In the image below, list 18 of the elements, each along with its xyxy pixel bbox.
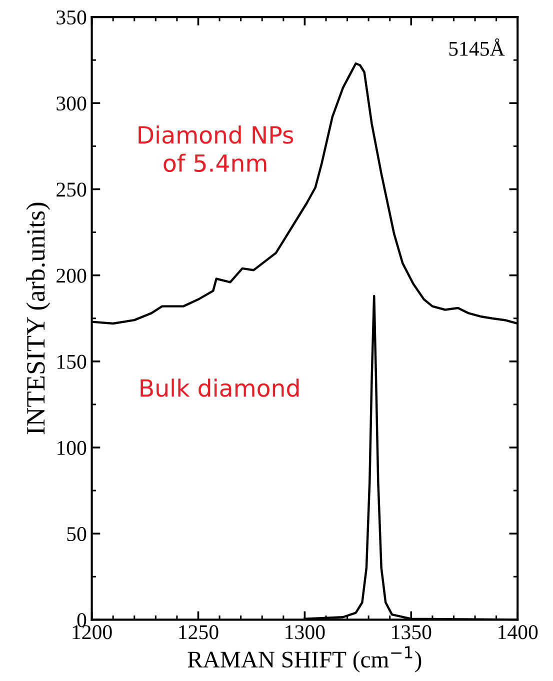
y-tick-label: 0 — [77, 613, 86, 628]
y-tick-label: 300 — [56, 96, 86, 111]
annotation: Bulk diamond — [140, 378, 299, 397]
y-tick-label: 250 — [56, 182, 86, 197]
annotation: Diamond NPs of 5.4nm — [138, 126, 294, 172]
x-tick-label: 1250 — [179, 625, 218, 640]
y-tick-label: 200 — [56, 268, 86, 283]
x-tick-label: 1400 — [498, 625, 538, 640]
y-axis-title: INTESITY (arb.units) — [26, 202, 50, 434]
y-tick-label: 150 — [58, 354, 86, 369]
x-tick-label: 1300 — [286, 625, 325, 640]
x-tick-label: 1350 — [392, 625, 432, 640]
x-tick-label: 1200 — [72, 625, 112, 640]
x-axis-title: RAMAN SHIFT (cm$^{−1}$) — [188, 646, 422, 672]
annotation: 5145Å — [449, 38, 505, 56]
y-tick-label: 100 — [58, 440, 86, 455]
y-tick-label: 50 — [67, 526, 86, 542]
y-tick-label: 350 — [56, 10, 86, 24]
